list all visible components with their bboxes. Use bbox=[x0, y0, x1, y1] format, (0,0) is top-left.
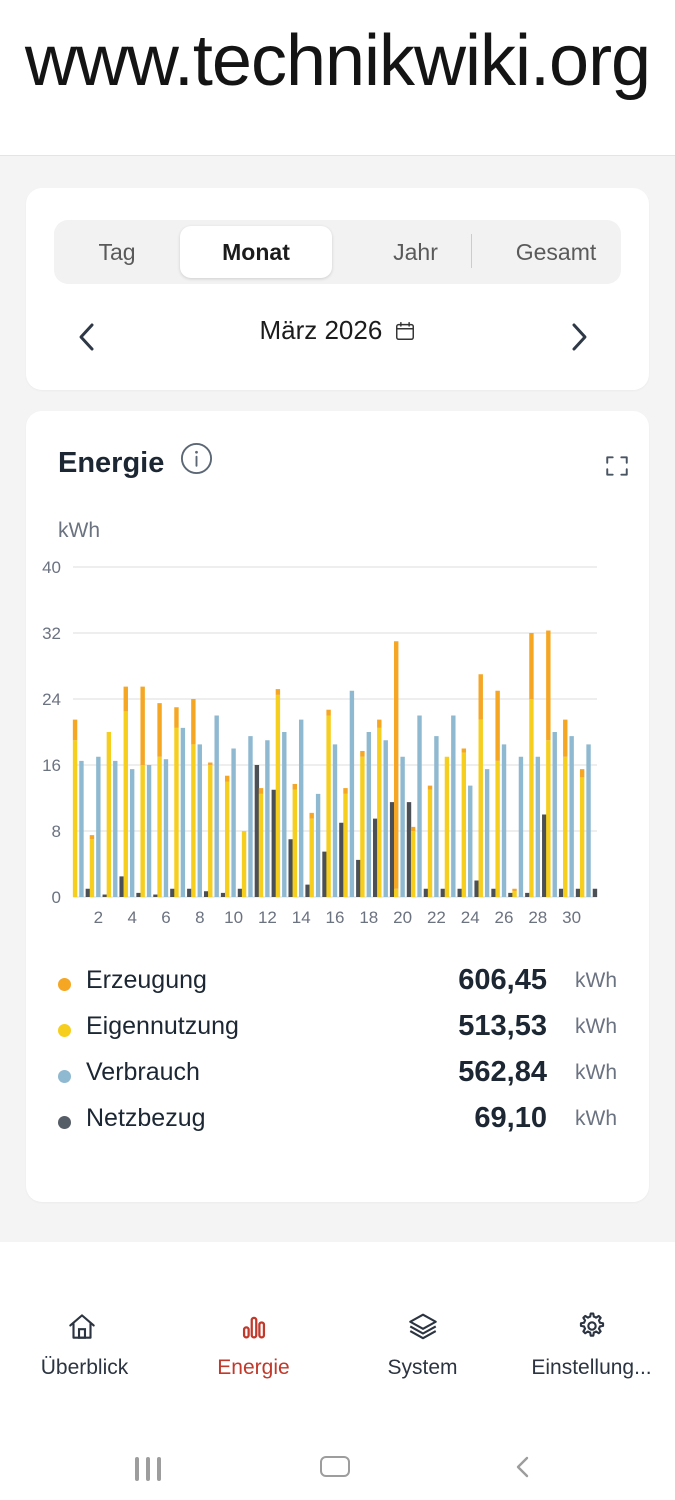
svg-text:24: 24 bbox=[461, 908, 480, 927]
svg-text:14: 14 bbox=[292, 908, 311, 927]
svg-text:32: 32 bbox=[42, 624, 61, 643]
svg-text:22: 22 bbox=[427, 908, 446, 927]
svg-text:40: 40 bbox=[42, 558, 61, 577]
svg-text:16: 16 bbox=[326, 908, 345, 927]
svg-text:10: 10 bbox=[224, 908, 243, 927]
svg-text:26: 26 bbox=[495, 908, 514, 927]
svg-text:8: 8 bbox=[52, 822, 61, 841]
svg-text:2: 2 bbox=[94, 908, 103, 927]
svg-text:0: 0 bbox=[52, 888, 61, 907]
svg-text:20: 20 bbox=[393, 908, 412, 927]
svg-text:4: 4 bbox=[127, 908, 136, 927]
svg-text:28: 28 bbox=[528, 908, 547, 927]
svg-text:6: 6 bbox=[161, 908, 170, 927]
svg-text:16: 16 bbox=[42, 756, 61, 775]
svg-text:12: 12 bbox=[258, 908, 277, 927]
svg-text:8: 8 bbox=[195, 908, 204, 927]
svg-text:18: 18 bbox=[359, 908, 378, 927]
svg-text:30: 30 bbox=[562, 908, 581, 927]
svg-text:24: 24 bbox=[42, 690, 61, 709]
